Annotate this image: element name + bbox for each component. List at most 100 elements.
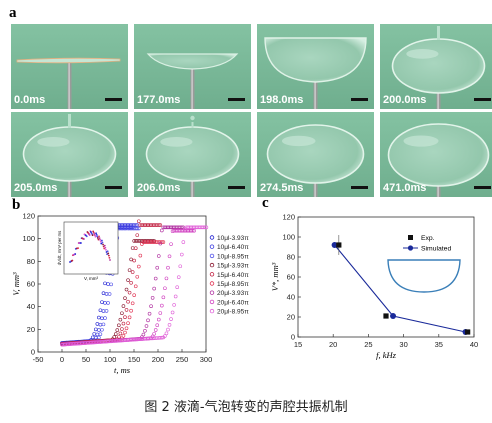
data-point [121, 304, 126, 308]
data-point [150, 296, 155, 300]
inset-point [74, 253, 77, 255]
frame-time-label: 206.0ms [137, 182, 180, 194]
x-tick-label: 250 [176, 355, 189, 364]
inset-point [80, 242, 82, 244]
data-point [158, 241, 163, 246]
data-point [167, 254, 172, 259]
bubble [391, 38, 486, 94]
photo-frame: 200.0ms [380, 24, 492, 109]
experimental-point [383, 313, 389, 319]
data-point [132, 293, 136, 297]
bubble-highlight [403, 135, 439, 147]
data-point [120, 327, 124, 331]
legend-marker [209, 262, 215, 268]
simulated-point [390, 313, 397, 319]
x-tick-label: 40 [470, 340, 478, 349]
data-point [181, 240, 186, 244]
inset-point [108, 256, 111, 259]
scale-bar [474, 98, 491, 101]
x-tick-label: 20 [329, 340, 337, 349]
x-tick-label: 30 [399, 340, 407, 349]
data-point [112, 335, 117, 339]
inset-point [96, 235, 99, 238]
data-point [126, 299, 130, 304]
data-point [143, 329, 147, 333]
inset-point [71, 259, 74, 262]
x-tick-label: 0 [60, 355, 64, 364]
legend-label: 15μl-6.40π [217, 272, 249, 279]
scale-bar [351, 98, 368, 101]
y-tick-label: 40 [287, 293, 295, 302]
data-point [163, 334, 167, 338]
data-point [130, 301, 135, 306]
data-point [144, 324, 149, 328]
legend-marker-exp [408, 235, 413, 240]
data-point [132, 258, 136, 263]
data-point [97, 328, 101, 332]
data-point [158, 223, 163, 227]
y-tick-label: 60 [27, 280, 35, 289]
data-point [98, 322, 103, 327]
scale-bar [351, 186, 368, 189]
liquid-jet [68, 114, 71, 128]
bubble [145, 126, 240, 182]
inset-point [107, 252, 110, 255]
legend-marker [209, 299, 215, 305]
inset-point [98, 235, 100, 238]
droplet [190, 115, 195, 121]
data-point [166, 327, 170, 332]
frame-time-label: 177.0ms [137, 94, 180, 106]
legend-label-sim: Simulated [421, 246, 451, 253]
inset-point [97, 238, 100, 241]
data-point [167, 323, 172, 327]
data-point [101, 322, 106, 327]
scale-bar [105, 98, 122, 101]
legend-label: 20μl-8.95π [217, 309, 249, 316]
needle-highlight [191, 62, 193, 109]
data-point [93, 327, 98, 332]
inset-point [94, 234, 96, 237]
data-point [123, 315, 127, 320]
data-point [129, 280, 133, 285]
y-tick-label: 20 [287, 313, 295, 322]
chart-c: 15 20 25 30 35 40 0 20 40 60 80 100 120 f, kHz V*, mm³… [270, 213, 478, 361]
data-point [172, 303, 176, 307]
data-point [158, 311, 163, 315]
data-point [101, 309, 106, 313]
series-8 [60, 225, 209, 347]
inset-point [99, 240, 102, 243]
legend-marker-sim [407, 245, 414, 251]
needle-highlight [314, 64, 316, 109]
legend-marker [209, 281, 215, 286]
data-point [118, 331, 123, 336]
data-point [149, 304, 153, 308]
data-point [169, 242, 173, 246]
legend-marker [209, 290, 215, 295]
data-point [97, 315, 101, 320]
bubble [22, 126, 117, 182]
photo-grid: 0.0ms 177.0ms 198.0ms 200.0ms 205.0ms 206.0ms… [11, 24, 492, 197]
y-tick-label: 40 [27, 302, 35, 311]
data-point [104, 292, 109, 296]
frame-time-label: 0.0ms [14, 94, 45, 106]
data-point [170, 310, 175, 315]
data-point [133, 223, 138, 227]
data-point [95, 332, 100, 337]
scale-bar [228, 186, 245, 189]
data-point [117, 323, 121, 328]
panel-label-a: a [9, 5, 17, 21]
inset-plot: dV/dt, mm³ per ms V, mm³ [57, 221, 119, 281]
data-point [92, 332, 97, 336]
legend-marker [209, 253, 215, 259]
legend: Exp. Simulated [403, 235, 451, 253]
bubble-highlight [406, 48, 439, 59]
data-point [103, 316, 107, 320]
legend-label: 10μl-8.95π [217, 253, 249, 260]
data-point [203, 225, 207, 230]
data-point [164, 331, 169, 336]
inset-point [96, 237, 99, 239]
data-point [133, 246, 138, 251]
data-point [137, 219, 141, 224]
data-point [180, 225, 184, 230]
simulated-point [331, 242, 338, 248]
